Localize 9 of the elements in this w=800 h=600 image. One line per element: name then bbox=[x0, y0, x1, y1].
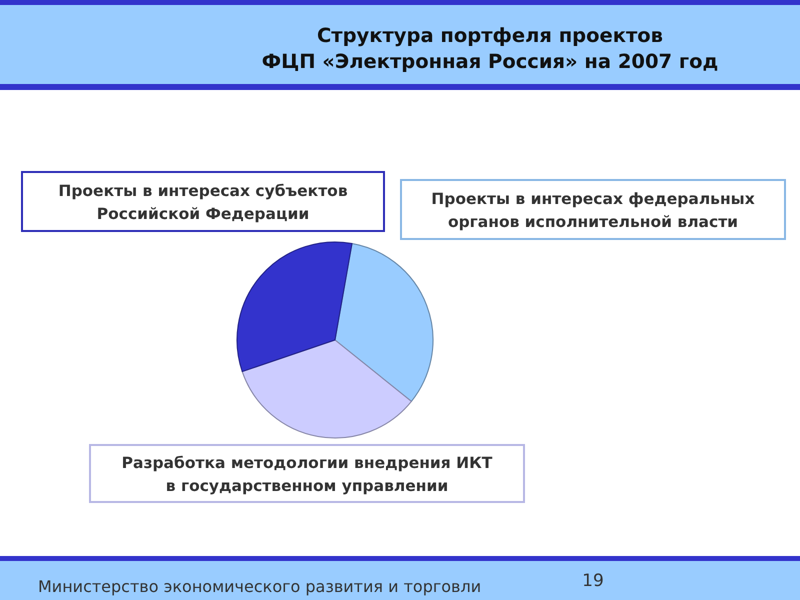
text: Министерство экономического развития и торговли bbox=[38, 577, 482, 596]
slice-label: Разработка методологии внедрения ИКТ в государственном управлении bbox=[122, 454, 493, 495]
chart-title: Структура портфеля проектов ФЦП «Электронная Россия» на 2007 год bbox=[262, 24, 718, 73]
pie-slice bbox=[242, 340, 412, 438]
text: 19 bbox=[582, 571, 604, 591]
slice-label: Проекты в интересах субъектов Российской Федерации bbox=[58, 182, 348, 223]
pie-slice bbox=[236, 242, 353, 372]
pie-slice bbox=[334, 242, 434, 402]
slice-label: Проекты в интересах федеральных органов исполнительной власти bbox=[431, 190, 755, 231]
